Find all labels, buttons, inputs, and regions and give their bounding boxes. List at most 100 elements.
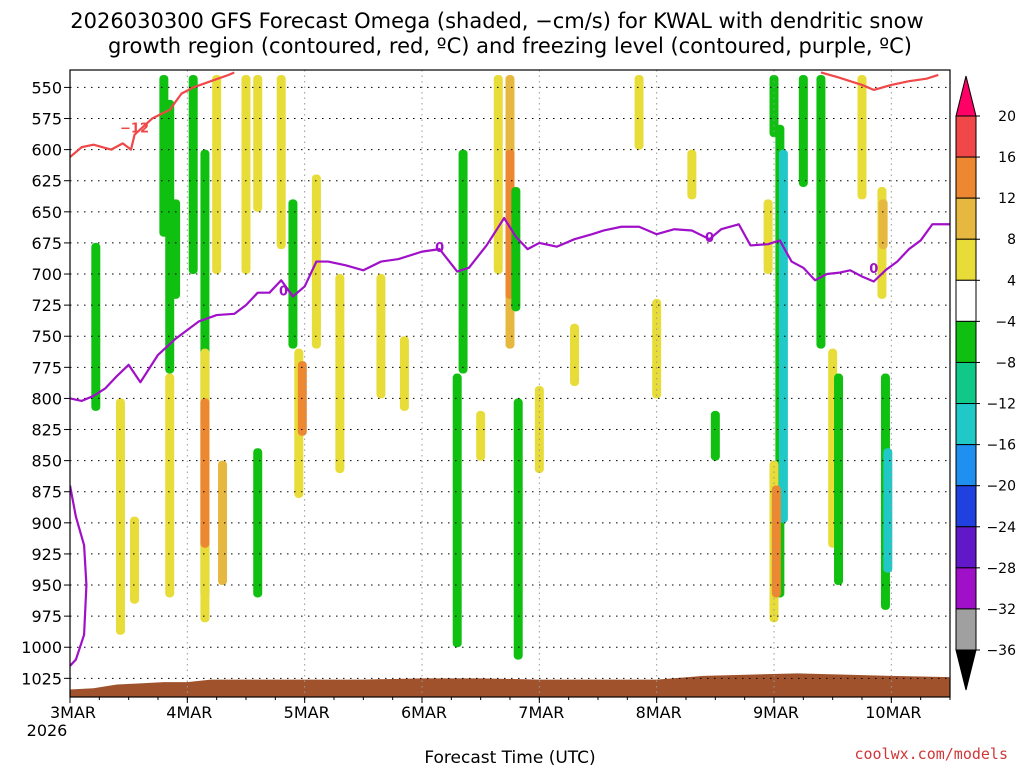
contour-label-layer: −12 0 0 0 0 <box>120 121 878 299</box>
omega-blob <box>200 398 210 548</box>
x-tick-label: 9MAR <box>753 703 799 722</box>
omega-blob <box>634 74 644 150</box>
dgz-contour-label: −12 <box>120 121 149 136</box>
omega-blob <box>771 485 781 598</box>
y-tick-label: 1000 <box>21 638 62 657</box>
freezing-contour-label: 0 <box>279 284 288 299</box>
colorbar-segment <box>955 115 977 158</box>
x-year-label: 2026 <box>27 721 68 740</box>
y-tick-label: 700 <box>31 265 62 284</box>
colorbar-label: 12 <box>998 191 1016 207</box>
credit-text: coolwx.com/models <box>854 745 1008 763</box>
omega-blob <box>687 149 697 200</box>
colorbar-label: 8 <box>1007 232 1016 248</box>
x-tick-label: 10MAR <box>865 703 921 722</box>
omega-blob <box>834 373 844 586</box>
y-tick-label: 825 <box>31 421 62 440</box>
colorbar-top-arrow <box>955 75 977 117</box>
y-tick-label: 550 <box>31 78 62 97</box>
colorbar-label: −20 <box>986 479 1016 495</box>
omega-blob <box>130 516 140 604</box>
colorbar-label: −36 <box>986 643 1016 659</box>
x-axis: 3MAR 4MAR 5MAR 6MAR 7MAR 8MAR 9MAR 10MAR <box>50 697 951 722</box>
colorbar-label: −16 <box>986 438 1016 454</box>
colorbar-segment <box>955 485 977 528</box>
omega-blob <box>476 410 486 461</box>
dgz-contour-line <box>820 71 939 92</box>
y-tick-label: 650 <box>31 203 62 222</box>
colorbar-segment <box>955 526 977 569</box>
omega-blob <box>188 74 198 275</box>
y-axis: 550 575 600 625 650 675 700 725 750 775 800 825 850 8… <box>21 78 70 688</box>
colorbar-segment <box>955 238 977 281</box>
y-tick-label: 575 <box>31 110 62 129</box>
y-tick-label: 925 <box>31 545 62 564</box>
omega-blob <box>883 448 893 573</box>
y-tick-label: 725 <box>31 296 62 315</box>
y-tick-label: 900 <box>31 514 62 533</box>
x-tick-label: 5MAR <box>284 703 330 722</box>
omega-blob <box>253 74 263 212</box>
omega-blob <box>253 448 263 598</box>
y-tick-label: 850 <box>31 452 62 471</box>
colorbar-segment <box>955 608 977 651</box>
omega-blob <box>212 74 222 275</box>
omega-blob <box>218 460 228 586</box>
colorbar-label: −8 <box>995 355 1016 371</box>
x-tick-label: 7MAR <box>518 703 564 722</box>
y-tick-label: 875 <box>31 483 62 502</box>
colorbar-bottom-arrow <box>955 649 977 691</box>
y-tick-label: 675 <box>31 234 62 253</box>
omega-blob <box>91 242 101 411</box>
omega-blob <box>769 74 779 138</box>
y-tick-label: 950 <box>31 576 62 595</box>
colorbar-segment <box>955 567 977 610</box>
y-tick-label: 625 <box>31 172 62 191</box>
omega-blob <box>171 199 181 299</box>
omega-blob <box>335 274 345 474</box>
colorbar-segment <box>955 279 977 322</box>
colorbar-segment <box>955 156 977 199</box>
freezing-contour-label: 0 <box>869 262 878 277</box>
omega-blob <box>652 298 662 399</box>
omega-blob <box>878 199 888 250</box>
omega-blob <box>165 373 175 598</box>
freezing-contour-label: 0 <box>435 241 444 256</box>
omega-blob <box>115 398 125 635</box>
contour-layer <box>70 71 950 667</box>
colorbar-label: 20 <box>998 109 1016 125</box>
omega-blob <box>399 336 409 411</box>
omega-blob <box>511 186 521 312</box>
colorbar-label: −28 <box>986 561 1016 577</box>
y-tick-label: 1025 <box>21 669 62 688</box>
chart-title-line1: 2026030300 GFS Forecast Omega (shaded, −… <box>70 9 923 33</box>
omega-blob <box>570 323 580 386</box>
x-tick-label: 6MAR <box>401 703 447 722</box>
dgz-contour-line <box>70 71 235 158</box>
y-tick-label: 975 <box>31 607 62 626</box>
colorbar: 20 16 12 8 4 −4 −8 −12 −16 −20 −24 −28 −32 −36 <box>955 75 1016 691</box>
omega-blob <box>710 410 720 461</box>
x-tick-label: 3MAR <box>50 703 96 722</box>
colorbar-label: −4 <box>995 314 1016 330</box>
omega-blob <box>276 74 286 250</box>
x-tick-label: 8MAR <box>636 703 682 722</box>
colorbar-label: −12 <box>986 397 1016 413</box>
chart-title-line2: growth region (contoured, red, ºC) and f… <box>108 34 912 58</box>
freezing-contour-label: 0 <box>705 231 714 246</box>
omega-blob <box>452 373 462 648</box>
omega-blob <box>376 274 386 399</box>
grid-layer <box>70 70 950 697</box>
freezing-contour-line <box>70 485 88 667</box>
omega-blob <box>816 74 826 349</box>
colorbar-segment <box>955 403 977 446</box>
omega-blob <box>513 398 523 660</box>
omega-blob <box>288 199 298 349</box>
y-tick-label: 775 <box>31 358 62 377</box>
colorbar-label: 16 <box>998 150 1016 166</box>
x-tick-label: 4MAR <box>166 703 212 722</box>
colorbar-label: −24 <box>986 520 1016 536</box>
y-tick-label: 800 <box>31 389 62 408</box>
omega-blob <box>241 74 251 275</box>
colorbar-label: 4 <box>1007 273 1016 289</box>
